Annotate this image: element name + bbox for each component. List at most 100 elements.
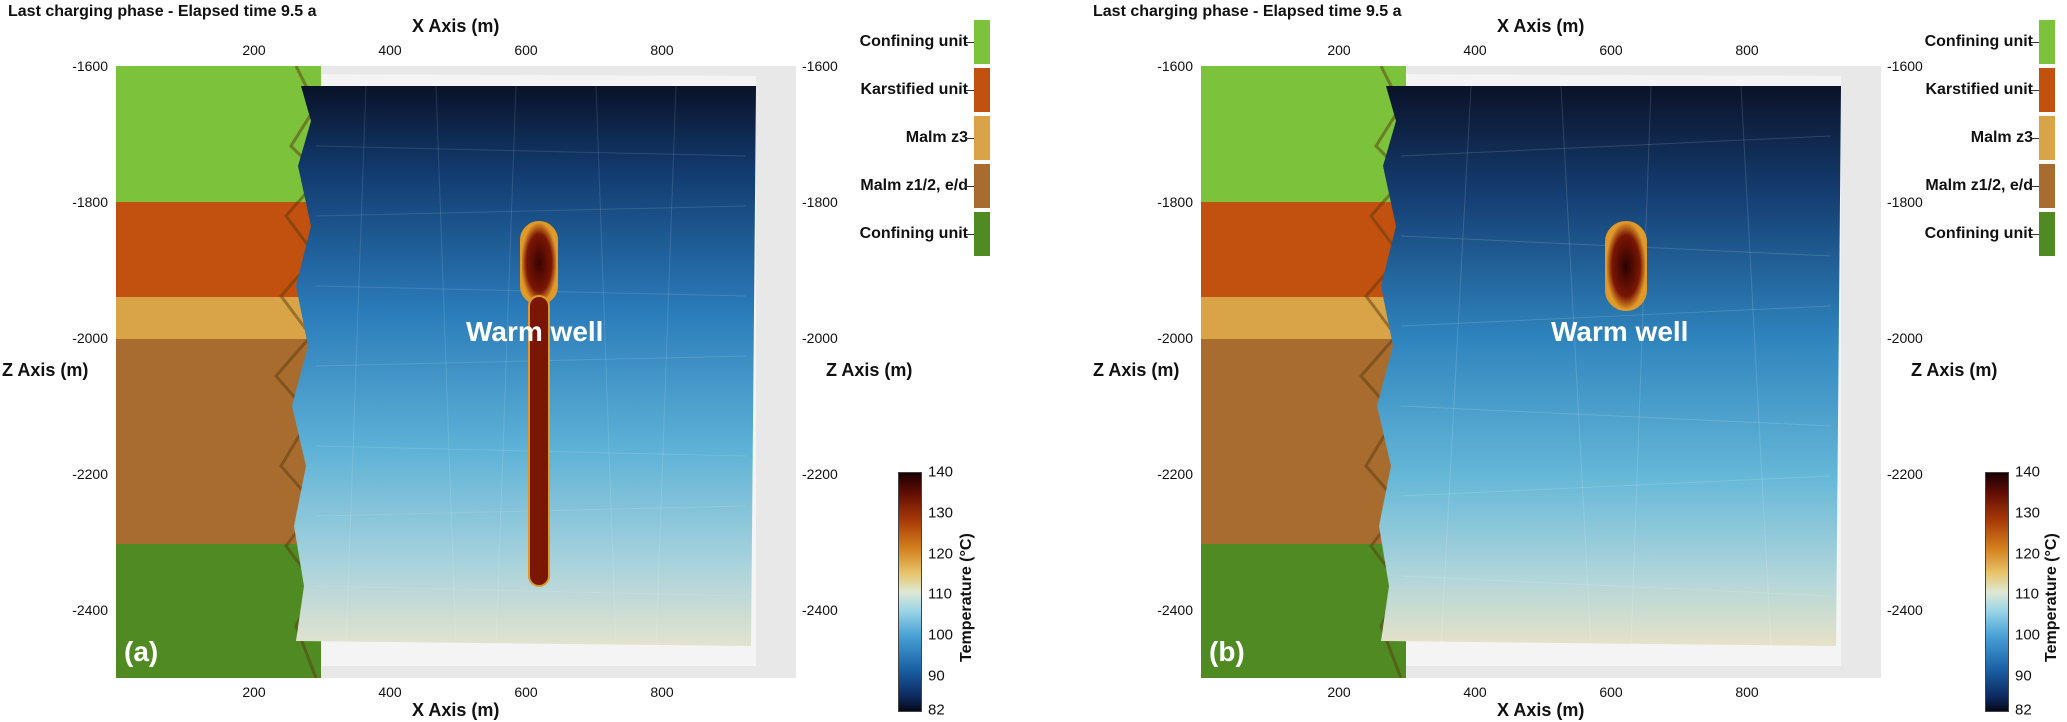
panel-title: Last charging phase - Elapsed time 9.5 a xyxy=(8,3,317,20)
legend-swatch xyxy=(974,116,990,160)
legend-item-confining-unit-bottom: Confining unit xyxy=(1855,212,2055,256)
layer-karstified-unit xyxy=(116,202,321,297)
layer-confining-unit-bottom xyxy=(116,544,321,678)
x-axis-title-bottom: X Axis (m) xyxy=(412,700,500,720)
warm-well-bulb xyxy=(520,221,558,305)
z-tick-left: -2400 xyxy=(72,602,108,618)
x-tick-top: 600 xyxy=(1599,42,1623,58)
z-tick-left: -2000 xyxy=(72,330,108,346)
z-tick-left: -2200 xyxy=(1157,466,1193,482)
z-axis-title-right: Z Axis (m) xyxy=(1911,360,1998,380)
x-tick-bottom: 600 xyxy=(1599,684,1623,700)
temperature-field xyxy=(1377,86,1841,646)
legend-label: Malm z1/2, e/d xyxy=(860,177,968,194)
x-tick-top: 800 xyxy=(650,42,674,58)
layer-malm-z3 xyxy=(116,297,321,339)
colorbar-tick: 140 xyxy=(2015,463,2041,481)
colorbar-title: Temperature (°C) xyxy=(958,533,975,662)
z-tick-right: -1800 xyxy=(802,194,838,210)
z-tick-left: -2000 xyxy=(1157,330,1193,346)
x-tick-bottom: 200 xyxy=(242,684,266,700)
z-tick-right: -1600 xyxy=(1887,58,1923,74)
x-tick-top: 800 xyxy=(1735,42,1759,58)
x-axis-title-bottom: X Axis (m) xyxy=(1497,700,1585,720)
legend-swatch xyxy=(2039,20,2055,64)
z-tick-right: -2200 xyxy=(1887,466,1923,482)
panel-a: Last charging phase - Elapsed time 9.5 a… xyxy=(0,0,1030,722)
warm-well-label: Warm well xyxy=(1551,316,1689,347)
legend-label: Confining unit xyxy=(859,225,968,242)
legend-swatch xyxy=(2039,212,2055,256)
x-tick-top: 400 xyxy=(378,42,402,58)
legend-item-malm-z12: Malm z1/2, e/d xyxy=(790,164,990,208)
x-tick-top: 200 xyxy=(242,42,266,58)
layer-malm-z12 xyxy=(116,339,321,544)
layer-confining-unit-top xyxy=(1201,66,1406,202)
legend-item-karstified-unit: Karstified unit xyxy=(790,68,990,112)
legend-label: Confining unit xyxy=(1924,225,2033,242)
model-svg xyxy=(116,66,796,678)
colorbar-title: Temperature (°C) xyxy=(2043,533,2060,662)
colorbar-tick: 82 xyxy=(2015,701,2032,719)
layer-karstified-unit xyxy=(1201,202,1406,297)
legend-item-malm-z12: Malm z1/2, e/d xyxy=(1855,164,2055,208)
legend-item-confining-unit-top: Confining unit xyxy=(790,20,990,64)
temperature-colorbar xyxy=(898,472,922,712)
legend-item-confining-unit-top: Confining unit xyxy=(1855,20,2055,64)
z-tick-left: -1600 xyxy=(72,58,108,74)
panel-title: Last charging phase - Elapsed time 9.5 a xyxy=(1093,3,1402,20)
legend-swatch xyxy=(2039,164,2055,208)
legend-item-karstified-unit: Karstified unit xyxy=(1855,68,2055,112)
panel-label: (b) xyxy=(1209,636,1245,667)
x-axis-title-top: X Axis (m) xyxy=(1497,16,1585,36)
warm-well-plume xyxy=(528,295,550,587)
colorbar-tick: 100 xyxy=(2015,626,2041,644)
model-view: Warm well (b) xyxy=(1201,66,1881,678)
panel-b: Last charging phase - Elapsed time 9.5 a… xyxy=(1085,0,2067,722)
z-tick-right: -2200 xyxy=(802,466,838,482)
z-tick-right: -2000 xyxy=(802,330,838,346)
x-tick-top: 400 xyxy=(1463,42,1487,58)
temperature-field xyxy=(292,86,756,646)
x-tick-bottom: 600 xyxy=(514,684,538,700)
z-tick-right: -1600 xyxy=(802,58,838,74)
legend-label: Confining unit xyxy=(1924,33,2033,50)
x-tick-top: 600 xyxy=(514,42,538,58)
x-axis-title-top: X Axis (m) xyxy=(412,16,500,36)
legend-swatch xyxy=(2039,68,2055,112)
legend-label: Malm z3 xyxy=(905,129,968,146)
colorbar-tick: 110 xyxy=(2015,585,2039,603)
panel-label: (a) xyxy=(124,636,159,667)
colorbar-tick: 90 xyxy=(928,667,945,685)
z-tick-left: -2400 xyxy=(1157,602,1193,618)
legend-swatch xyxy=(2039,116,2055,160)
colorbar-tick: 130 xyxy=(928,504,954,522)
legend-swatch xyxy=(974,20,990,64)
z-axis-title-left: Z Axis (m) xyxy=(1093,360,1180,380)
layer-malm-z3 xyxy=(1201,297,1406,339)
colorbar-tick: 120 xyxy=(2015,545,2041,563)
legend-swatch xyxy=(974,68,990,112)
x-tick-bottom: 400 xyxy=(378,684,402,700)
z-tick-left: -1600 xyxy=(1157,58,1193,74)
warm-well-bulb xyxy=(1605,221,1647,311)
colorbar-tick: 140 xyxy=(928,463,954,481)
legend-item-confining-unit-bottom: Confining unit xyxy=(790,212,990,256)
legend-label: Malm z1/2, e/d xyxy=(1925,177,2033,194)
legend-label: Malm z3 xyxy=(1970,129,2033,146)
layer-confining-unit-bottom xyxy=(1201,544,1406,678)
temperature-colorbar xyxy=(1985,472,2009,712)
z-tick-right: -2400 xyxy=(1887,602,1923,618)
model-view: Warm well (a) xyxy=(116,66,796,678)
warm-well-label: Warm well xyxy=(466,316,604,347)
colorbar-tick: 82 xyxy=(928,701,945,719)
legend-item-malm-z3: Malm z3 xyxy=(790,116,990,160)
x-tick-bottom: 400 xyxy=(1463,684,1487,700)
z-tick-left: -2200 xyxy=(72,466,108,482)
legend-swatch xyxy=(974,212,990,256)
colorbar-tick: 110 xyxy=(928,585,952,603)
z-tick-left: -1800 xyxy=(72,194,108,210)
x-tick-bottom: 800 xyxy=(1735,684,1759,700)
x-tick-bottom: 800 xyxy=(650,684,674,700)
model-svg xyxy=(1201,66,1881,678)
